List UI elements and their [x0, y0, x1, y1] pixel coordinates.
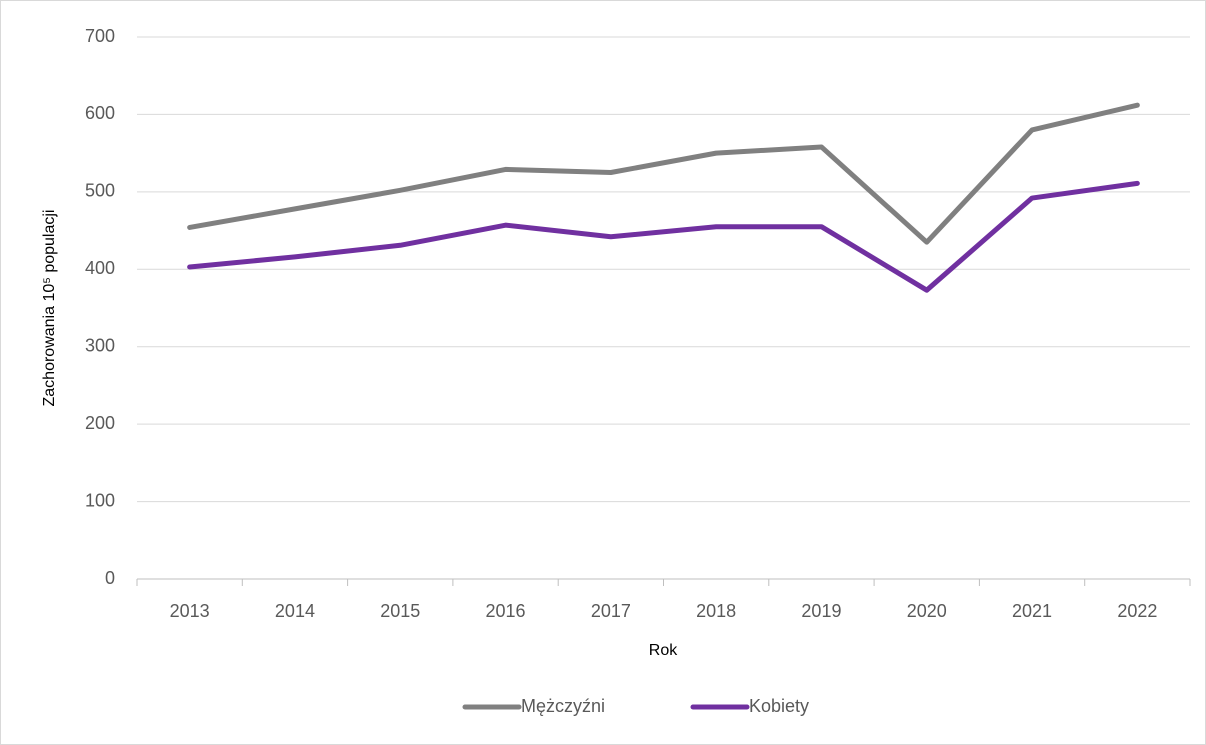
x-tick-label: 2022 — [1117, 601, 1157, 621]
y-axis-title: Zachorowania 10⁵ populacji — [41, 210, 58, 407]
series-line — [187, 180, 1140, 293]
x-tick-label: 2014 — [275, 601, 315, 621]
legend-label: Mężczyźni — [521, 696, 605, 716]
y-tick-label: 100 — [85, 490, 115, 510]
x-tick-label: 2019 — [801, 601, 841, 621]
x-tick-label: 2016 — [486, 601, 526, 621]
x-axis-title: Rok — [649, 642, 678, 659]
x-tick-label: 2013 — [170, 601, 210, 621]
x-tick-label: 2020 — [907, 601, 947, 621]
y-tick-label: 600 — [85, 103, 115, 123]
x-tick-label: 2015 — [380, 601, 420, 621]
y-tick-label: 400 — [85, 258, 115, 278]
series-line — [187, 102, 1140, 245]
y-tick-label: 0 — [105, 568, 115, 588]
y-tick-label: 200 — [85, 413, 115, 433]
legend-label: Kobiety — [749, 696, 809, 716]
x-tick-label: 2018 — [696, 601, 736, 621]
y-tick-label: 500 — [85, 181, 115, 201]
x-tick-label: 2017 — [591, 601, 631, 621]
y-tick-label: 700 — [85, 26, 115, 46]
x-tick-label: 2021 — [1012, 601, 1052, 621]
y-tick-label: 300 — [85, 335, 115, 355]
